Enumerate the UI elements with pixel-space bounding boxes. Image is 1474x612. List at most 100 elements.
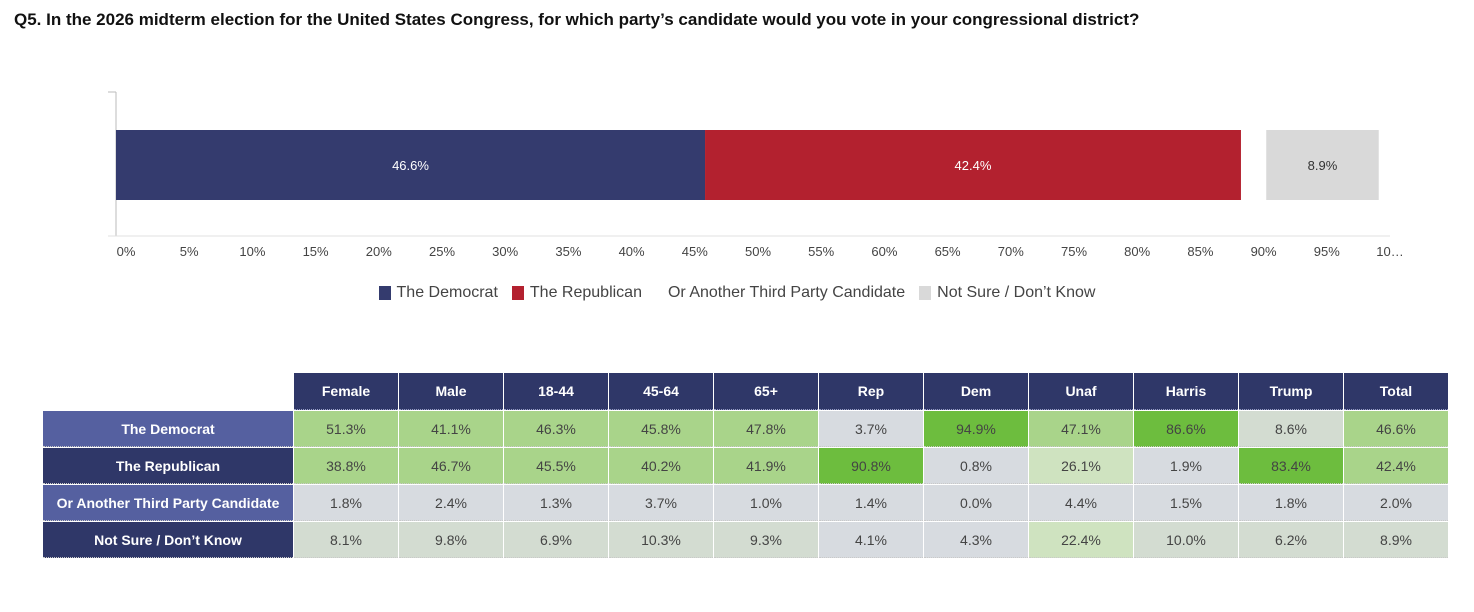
table-cell: 1.5% (1134, 485, 1238, 521)
table-cell: 6.9% (504, 522, 608, 558)
row-label: Or Another Third Party Candidate (43, 485, 293, 521)
legend-label-not-sure: Not Sure / Don’t Know (937, 284, 1096, 301)
table-row: Or Another Third Party Candidate 1.8% 2.4%… (43, 485, 1448, 521)
row-label: Not Sure / Don’t Know (43, 522, 293, 558)
x-tick-label: 30% (492, 244, 518, 259)
table-cell: 45.5% (504, 448, 608, 484)
x-tick-label: 10… (1376, 244, 1403, 259)
table-row: Not Sure / Don’t Know 8.1% 9.8% 6.9% 10.3% 9.… (43, 522, 1448, 558)
table-cell: 94.9% (924, 411, 1028, 447)
table-cell: 45.8% (609, 411, 713, 447)
table-cell: 9.8% (399, 522, 503, 558)
bar-segment-the-republican (705, 130, 1241, 200)
x-tick-label: 25% (429, 244, 455, 259)
x-tick-label: 5% (180, 244, 199, 259)
table-cell: 46.7% (399, 448, 503, 484)
stacked-bar-chart: 46.6% 42.4% 8.9% 0% 5% 10% 15% 20% 25% 30% 35% 40% 4… (108, 91, 1404, 259)
column-header: Trump (1239, 373, 1343, 410)
x-tick-label: 20% (366, 244, 392, 259)
column-header: 45-64 (609, 373, 713, 410)
x-tick-label: 85% (1187, 244, 1213, 259)
legend-item-republican: The Republican (511, 284, 642, 302)
legend-label-third-party: Or Another Third Party Candidate (667, 284, 906, 301)
table-cell: 83.4% (1239, 448, 1343, 484)
table-header-row: Female Male 18-44 45-64 65+ Rep Dem Unaf Harris T… (43, 373, 1448, 410)
legend-swatch-not-sure (919, 286, 932, 300)
table-cell: 9.3% (714, 522, 818, 558)
table-cell: 42.4% (1344, 448, 1448, 484)
table-corner (43, 373, 293, 410)
chart-legend: The Democrat The Republican Or Another T… (0, 284, 1474, 302)
table-cell: 8.6% (1239, 411, 1343, 447)
column-header: Dem (924, 373, 1028, 410)
x-tick-label: 10% (239, 244, 265, 259)
table-cell: 41.9% (714, 448, 818, 484)
table-cell: 1.4% (819, 485, 923, 521)
bar-label-the-republican: 42.4% (955, 158, 992, 173)
legend-item-third-party: Or Another Third Party Candidate (668, 284, 905, 302)
table-cell: 10.0% (1134, 522, 1238, 558)
legend-swatch-democrat (378, 286, 391, 300)
table-cell: 38.8% (294, 448, 398, 484)
x-tick-label: 65% (935, 244, 961, 259)
row-label: The Republican (43, 448, 293, 484)
column-header: Total (1344, 373, 1448, 410)
table-cell: 2.4% (399, 485, 503, 521)
legend-item-not-sure: Not Sure / Don’t Know (919, 284, 1095, 302)
x-tick-label: 40% (619, 244, 645, 259)
table-cell: 47.1% (1029, 411, 1133, 447)
table-cell: 1.8% (1239, 485, 1343, 521)
x-tick-label: 60% (871, 244, 897, 259)
table-cell: 0.0% (924, 485, 1028, 521)
x-tick-label: 0% (117, 244, 136, 259)
column-header: 18-44 (504, 373, 608, 410)
table-cell: 46.3% (504, 411, 608, 447)
x-tick-label: 55% (808, 244, 834, 259)
table-cell: 22.4% (1029, 522, 1133, 558)
bar-label-the-democrat: 46.6% (392, 158, 429, 173)
column-header: Unaf (1029, 373, 1133, 410)
table-cell: 4.3% (924, 522, 1028, 558)
x-tick-label: 75% (1061, 244, 1087, 259)
table-cell: 46.6% (1344, 411, 1448, 447)
legend-swatch-republican (511, 286, 524, 300)
column-header: Harris (1134, 373, 1238, 410)
table-cell: 1.8% (294, 485, 398, 521)
table-cell: 41.1% (399, 411, 503, 447)
table-cell: 26.1% (1029, 448, 1133, 484)
x-tick-label: 15% (303, 244, 329, 259)
table-cell: 8.1% (294, 522, 398, 558)
chart-title: Q5. In the 2026 midterm election for the… (14, 10, 1140, 29)
bar-label-not-sure-don-t-know: 8.9% (1308, 158, 1338, 173)
table-cell: 86.6% (1134, 411, 1238, 447)
table-cell: 1.9% (1134, 448, 1238, 484)
column-header: 65+ (714, 373, 818, 410)
column-header: Rep (819, 373, 923, 410)
table-cell: 6.2% (1239, 522, 1343, 558)
row-label: The Democrat (43, 411, 293, 447)
table-cell: 1.3% (504, 485, 608, 521)
table-cell: 2.0% (1344, 485, 1448, 521)
column-header: Male (399, 373, 503, 410)
table-cell: 1.0% (714, 485, 818, 521)
table-cell: 51.3% (294, 411, 398, 447)
bar-segment-the-democrat (116, 130, 706, 200)
x-tick-label: 35% (555, 244, 581, 259)
table-cell: 4.1% (819, 522, 923, 558)
x-tick-label: 45% (682, 244, 708, 259)
crosstab-table: Female Male 18-44 45-64 65+ Rep Dem Unaf Harris T… (42, 372, 1449, 559)
table-row: The Republican 38.8% 46.7% 45.5% 40.2% 41.9% 9… (43, 448, 1448, 484)
table-cell: 8.9% (1344, 522, 1448, 558)
table-cell: 4.4% (1029, 485, 1133, 521)
table-cell: 3.7% (609, 485, 713, 521)
table-cell: 40.2% (609, 448, 713, 484)
table-cell: 0.8% (924, 448, 1028, 484)
x-tick-label: 80% (1124, 244, 1150, 259)
x-tick-label: 95% (1314, 244, 1340, 259)
legend-label-democrat: The Democrat (396, 284, 498, 301)
table-cell: 3.7% (819, 411, 923, 447)
x-tick-label: 70% (998, 244, 1024, 259)
x-tick-label: 90% (1251, 244, 1277, 259)
legend-item-democrat: The Democrat (378, 284, 498, 302)
x-tick-label: 50% (745, 244, 771, 259)
